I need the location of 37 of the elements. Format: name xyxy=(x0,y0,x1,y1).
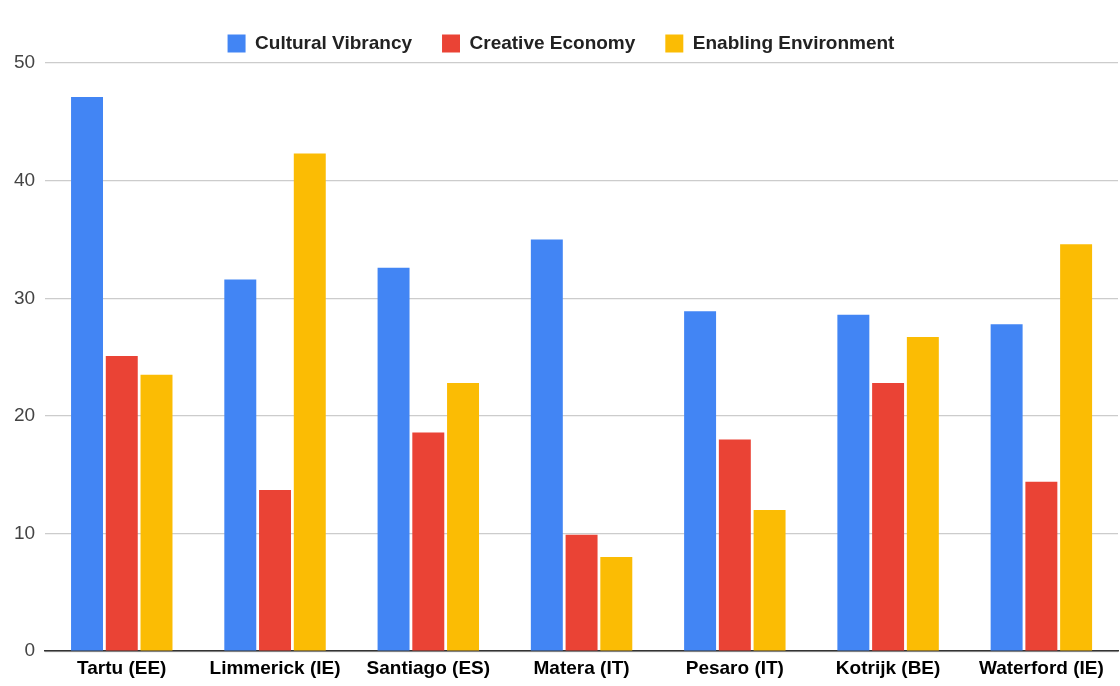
x-tick-label: Limmerick (IE) xyxy=(209,656,341,678)
y-tick-label: 20 xyxy=(13,404,36,426)
bar xyxy=(1025,481,1058,651)
bar xyxy=(140,374,173,651)
bar xyxy=(412,432,445,651)
bar xyxy=(684,311,717,651)
bar xyxy=(1060,244,1093,651)
y-tick-label: 40 xyxy=(13,168,36,190)
bar xyxy=(906,337,939,651)
legend-label: Cultural Vibrancy xyxy=(255,31,413,53)
bar xyxy=(447,382,480,651)
bar xyxy=(71,97,104,651)
x-tick-label: Waterford (IE) xyxy=(978,656,1104,678)
bar xyxy=(718,439,751,651)
bar xyxy=(105,355,138,651)
x-tick-label: Santiago (ES) xyxy=(366,656,491,678)
x-tick-label: Pesaro (IT) xyxy=(685,656,784,678)
y-tick-label: 50 xyxy=(13,51,36,73)
bar xyxy=(530,239,563,651)
x-tick-label: Tartu (EE) xyxy=(77,656,167,678)
legend-label: Enabling Environment xyxy=(692,31,896,53)
bar xyxy=(259,490,292,651)
bar xyxy=(837,314,870,651)
legend-label: Creative Economy xyxy=(469,31,636,53)
bar xyxy=(377,267,410,651)
y-tick-label: 30 xyxy=(13,286,36,308)
bar xyxy=(753,510,786,651)
bar xyxy=(600,557,633,651)
bar xyxy=(565,534,598,651)
bar xyxy=(224,279,257,651)
bar xyxy=(293,153,326,651)
bar xyxy=(872,382,905,651)
y-tick-label: 0 xyxy=(24,639,36,661)
y-tick-label: 10 xyxy=(13,521,36,543)
x-tick-label: Kotrijk (BE) xyxy=(835,656,941,678)
x-tick-label: Matera (IT) xyxy=(533,656,630,678)
bar xyxy=(990,324,1023,651)
